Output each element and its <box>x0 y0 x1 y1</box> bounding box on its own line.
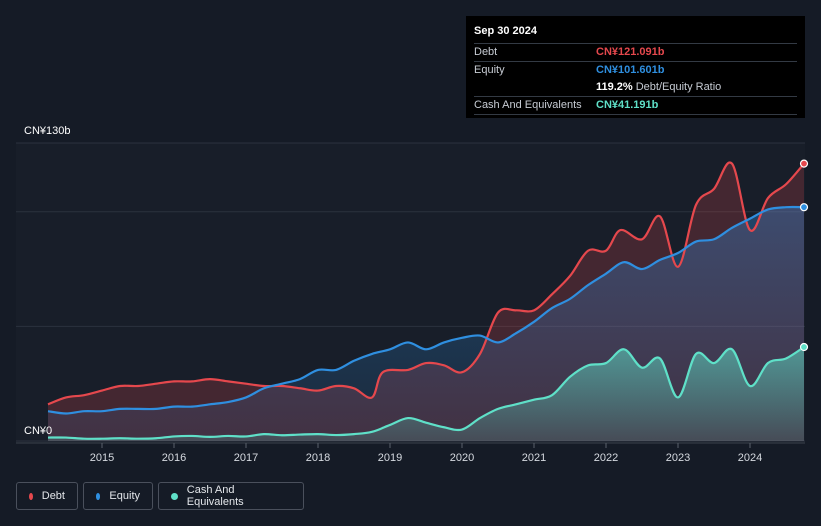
cash-endpoint <box>799 342 809 352</box>
debt-endpoint <box>799 159 809 168</box>
legend-cash-label: Cash And Equivalents <box>186 484 244 508</box>
x-tick-label: 2016 <box>162 452 186 464</box>
equity-line <box>47 205 805 415</box>
tooltip-row-equity: Equity CN¥101.601b <box>474 61 797 79</box>
legend-equity-label: Equity <box>109 490 140 502</box>
x-tick-label: 2015 <box>90 452 114 464</box>
tooltip-ratio-label: Debt/Equity Ratio <box>635 81 722 93</box>
tooltip-cash-label: Cash And Equivalents <box>474 99 582 111</box>
debt-line <box>47 161 805 406</box>
cash-area <box>48 347 804 441</box>
series-lines <box>47 161 805 440</box>
x-tick-label: 2023 <box>666 452 690 464</box>
tooltip-debt-value: CN¥121.091b <box>596 46 665 58</box>
x-tick-label: 2017 <box>234 452 258 464</box>
cash-dot-icon <box>171 492 178 500</box>
x-tick-label: 2024 <box>738 452 762 464</box>
tooltip-date: Sep 30 2024 <box>474 25 537 37</box>
y-axis-max-label: CN¥130b <box>24 125 71 137</box>
tooltip-equity-label: Equity <box>474 64 505 76</box>
tooltip-cash-value: CN¥41.191b <box>596 99 659 111</box>
tooltip-row-debt: Debt CN¥121.091b <box>474 43 797 61</box>
x-tick-label: 2022 <box>594 452 618 464</box>
debt-dot-icon <box>29 492 33 500</box>
data-tooltip: Sep 30 2024 Debt CN¥121.091b Equity CN¥1… <box>466 16 805 118</box>
tooltip-equity-value: CN¥101.601b <box>596 64 665 76</box>
tooltip-row-cash: Cash And Equivalents CN¥41.191b <box>474 96 797 115</box>
x-tick-label: 2019 <box>378 452 402 464</box>
equity-dot-icon <box>96 492 101 500</box>
series-endpoints <box>799 159 809 352</box>
x-tick-label: 2021 <box>522 452 546 464</box>
x-tick-label: 2018 <box>306 452 330 464</box>
tooltip-row-ratio: 119.2% Debt/Equity Ratio <box>474 79 797 96</box>
x-axis-ticks: 2015 2016 2017 2018 2019 2020 2021 2022 2023 2024 <box>16 442 805 464</box>
legend-cash[interactable]: Cash And Equivalents <box>158 482 304 510</box>
equity-endpoint <box>799 203 809 212</box>
legend-debt[interactable]: Debt <box>16 482 78 510</box>
legend-equity[interactable]: Equity <box>83 482 153 510</box>
tooltip-ratio-value: 119.2% <box>596 81 633 93</box>
tooltip-debt-label: Debt <box>474 46 498 58</box>
legend-debt-label: Debt <box>41 490 65 502</box>
y-axis-min-label: CN¥0 <box>24 425 53 437</box>
series-areas <box>48 162 804 441</box>
x-tick-label: 2020 <box>450 452 474 464</box>
cash-line <box>47 346 805 440</box>
